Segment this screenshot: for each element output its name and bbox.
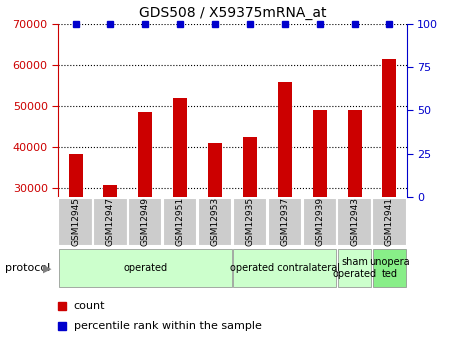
Text: operated contralateral: operated contralateral xyxy=(230,263,340,273)
Bar xyxy=(59,198,93,246)
Text: GSM12941: GSM12941 xyxy=(385,197,394,246)
Text: GSM12949: GSM12949 xyxy=(141,197,150,246)
Bar xyxy=(198,198,232,246)
Text: GSM12945: GSM12945 xyxy=(71,197,80,246)
Bar xyxy=(173,98,187,197)
Bar xyxy=(382,59,396,197)
Text: GSM12953: GSM12953 xyxy=(211,197,219,246)
Text: percentile rank within the sample: percentile rank within the sample xyxy=(74,321,262,331)
Bar xyxy=(233,249,336,287)
Bar xyxy=(312,110,326,197)
Bar xyxy=(278,82,292,197)
Bar xyxy=(103,185,117,197)
Text: unopera
ted: unopera ted xyxy=(369,257,410,279)
Text: protocol: protocol xyxy=(5,263,50,273)
Text: GSM12939: GSM12939 xyxy=(315,197,324,246)
Bar xyxy=(338,198,372,246)
Bar xyxy=(93,198,127,246)
Bar xyxy=(138,112,152,197)
Text: operated: operated xyxy=(123,263,167,273)
Text: count: count xyxy=(74,301,105,311)
Bar xyxy=(69,154,83,197)
Text: GSM12935: GSM12935 xyxy=(246,197,254,246)
Text: GSM12937: GSM12937 xyxy=(280,197,289,246)
Bar xyxy=(233,198,267,246)
Bar xyxy=(208,143,222,197)
Text: ▶: ▶ xyxy=(43,263,51,273)
Bar xyxy=(163,198,197,246)
Bar xyxy=(373,249,406,287)
Bar xyxy=(347,110,361,197)
Bar xyxy=(372,198,406,246)
Bar xyxy=(59,249,232,287)
Bar xyxy=(128,198,162,246)
Text: GSM12943: GSM12943 xyxy=(350,197,359,246)
Bar xyxy=(243,137,257,197)
Text: GSM12947: GSM12947 xyxy=(106,197,115,246)
Bar xyxy=(303,198,337,246)
Text: sham
operated: sham operated xyxy=(332,257,377,279)
Title: GDS508 / X59375mRNA_at: GDS508 / X59375mRNA_at xyxy=(139,6,326,20)
Bar xyxy=(268,198,302,246)
Bar xyxy=(338,249,371,287)
Text: GSM12951: GSM12951 xyxy=(176,197,185,246)
